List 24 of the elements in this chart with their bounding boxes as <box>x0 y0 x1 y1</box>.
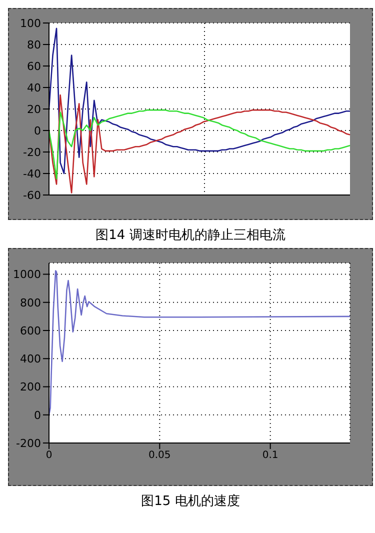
y-tick-label: 400 <box>20 352 41 366</box>
y-tick-label: 80 <box>27 38 41 52</box>
line-series <box>49 270 350 416</box>
y-tick-label: -200 <box>16 436 41 450</box>
y-tick-label: 0 <box>34 408 41 422</box>
y-tick-label: 0 <box>34 124 41 138</box>
y-tick-label: 600 <box>20 324 41 338</box>
y-tick-label: 1000 <box>13 268 41 282</box>
text: 图14 调速时电机的静止三相电流 <box>94 227 286 244</box>
x-tick-label: 0.05 <box>148 450 171 462</box>
y-tick-label: 60 <box>27 60 41 73</box>
x-tick-label: 0 <box>46 450 52 462</box>
y-tick-label: 100 <box>20 16 41 30</box>
text: 图15 电机的速度 <box>140 493 241 510</box>
x-tick-label: 0.1 <box>262 450 278 462</box>
line-series <box>48 109 351 180</box>
line-series <box>48 28 351 174</box>
y-tick-label: 40 <box>27 81 41 94</box>
y-tick-label: -20 <box>23 146 41 159</box>
y-tick-label: 20 <box>27 102 41 116</box>
y-tick-label: -60 <box>23 188 41 202</box>
y-tick-label: -40 <box>23 167 41 180</box>
y-tick-label: 800 <box>20 296 41 310</box>
y-tick-label: 200 <box>20 380 41 394</box>
